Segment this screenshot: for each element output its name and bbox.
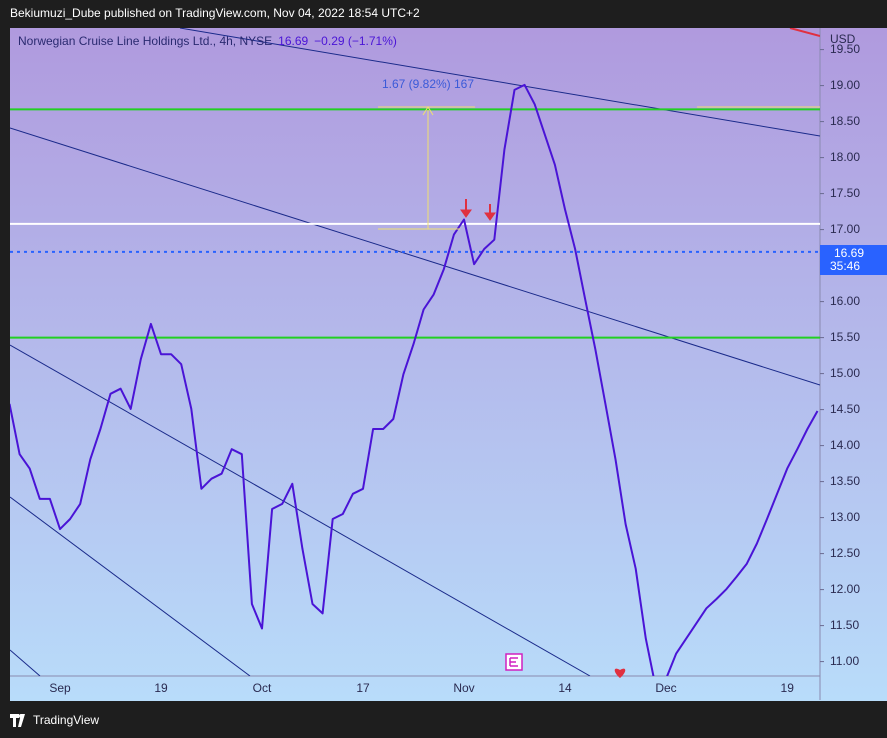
y-tick-label: 18.50 (830, 114, 860, 128)
levels (10, 108, 820, 339)
price-badge (820, 245, 887, 275)
plot-background (10, 28, 887, 701)
y-tick-label: 17.50 (830, 186, 860, 200)
trend-line (789, 28, 820, 37)
measure-arrowhead (422, 106, 434, 116)
legend-last: 16.69 (278, 34, 308, 48)
earnings-glyph (509, 657, 518, 667)
y-tick-label: 15.50 (830, 330, 860, 344)
arrow-head (460, 209, 472, 218)
measure-label: 1.67 (9.82%) 167 (382, 77, 474, 91)
byline: Bekiumuzi_Dube published on TradingView.… (10, 6, 420, 20)
y-tick-label: 14.50 (830, 402, 860, 416)
price-line (10, 83, 819, 676)
trend-line (10, 649, 41, 676)
heart-icon (614, 668, 626, 678)
y-tick-label: 13.50 (830, 474, 860, 488)
trend-lines (10, 28, 820, 676)
series (10, 83, 819, 676)
x-tick-label: Oct (253, 681, 272, 695)
logo-dot (19, 714, 23, 718)
y-tick-label: 19.00 (830, 78, 860, 92)
x-tick-label: Dec (655, 681, 676, 695)
x-axis: Sep 19 Oct 17 Nov 14 Dec 19 (49, 681, 794, 695)
signal-arrows (460, 199, 496, 221)
legend-name: Norwegian Cruise Line Holdings Ltd., 4h,… (18, 34, 272, 48)
x-tick-label: 17 (356, 681, 370, 695)
footer-logo (10, 714, 25, 727)
y-tick-label: 11.00 (830, 654, 859, 668)
x-tick-label: Sep (49, 681, 71, 695)
y-tick-label: 19.50 (830, 42, 860, 56)
y-tick-label: 13.00 (830, 510, 860, 524)
price-badge-countdown: 35:46 (830, 259, 860, 273)
trend-line (10, 344, 591, 676)
x-tick-label: 19 (781, 681, 795, 695)
y-tick-label: 11.50 (830, 618, 859, 632)
legend-change: −0.29 (−1.71%) (314, 34, 397, 48)
x-tick-label: Nov (453, 681, 474, 695)
trend-line (179, 28, 820, 137)
y-tick-label: 12.50 (830, 546, 860, 560)
y-tick-label: 15.00 (830, 366, 860, 380)
y-tick-label: 16.00 (830, 294, 860, 308)
y-tick-label: 14.00 (830, 438, 860, 452)
arrow-head (484, 212, 496, 221)
x-tick-label: 14 (558, 681, 572, 695)
y-tick-label: 17.00 (830, 222, 860, 236)
trend-line (10, 127, 820, 386)
footer-brand: TradingView (33, 713, 99, 727)
y-tick-label: 12.00 (830, 582, 860, 596)
measure-tool (378, 106, 820, 230)
trend-line (10, 496, 251, 676)
price-badge-last: 16.69 (834, 246, 864, 260)
x-tick-label: 19 (154, 681, 168, 695)
y-axis-label: USD (830, 32, 856, 46)
y-tick-label: 18.00 (830, 150, 860, 164)
